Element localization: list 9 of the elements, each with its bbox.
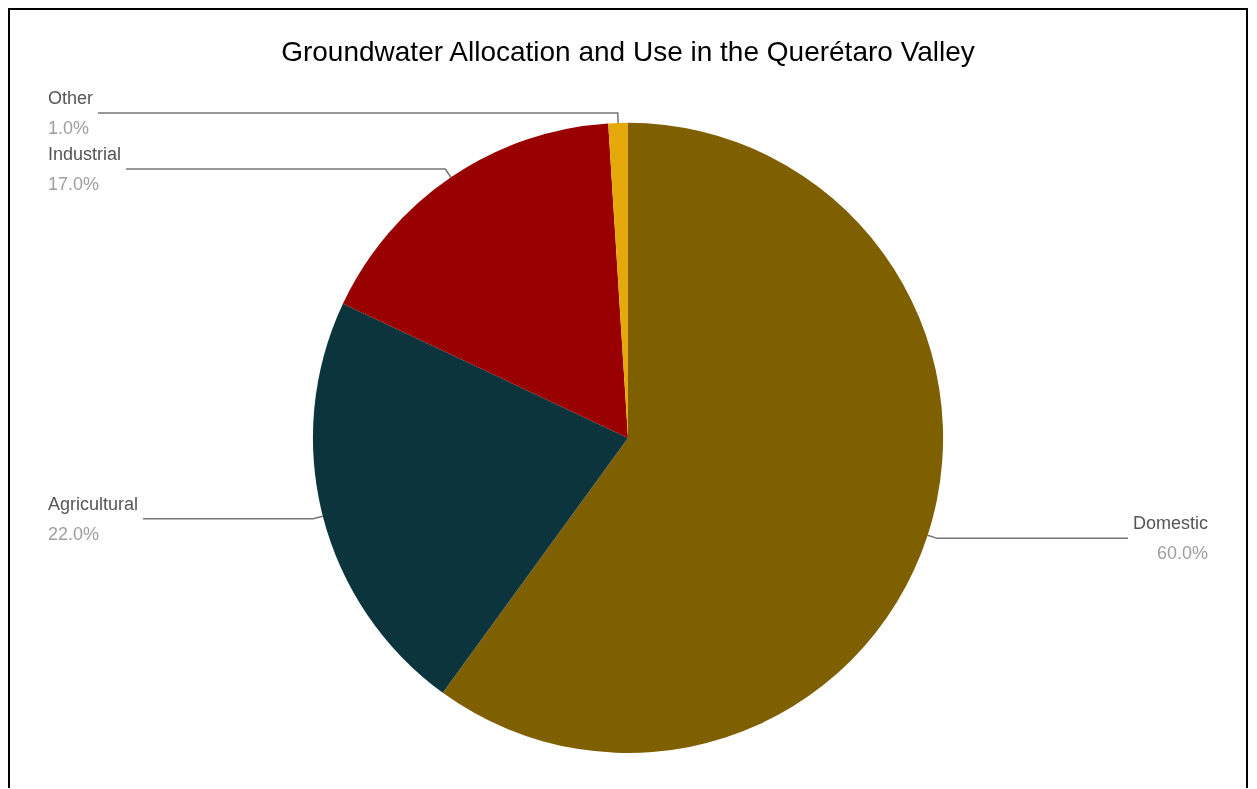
slice-label: Domestic xyxy=(1132,513,1208,534)
data-label: 1.0% xyxy=(48,117,90,138)
data-label: 60.0% xyxy=(1156,543,1208,564)
data-label: 17.0% xyxy=(48,174,100,195)
chart-title: Groundwater Allocation and Use in the Querétaro Valley xyxy=(281,35,975,67)
slice-label: Agricultural xyxy=(48,493,139,514)
data-label: 22.0% xyxy=(48,523,100,544)
slice-label: Other xyxy=(48,87,94,108)
slice-label: Industrial xyxy=(48,144,122,165)
